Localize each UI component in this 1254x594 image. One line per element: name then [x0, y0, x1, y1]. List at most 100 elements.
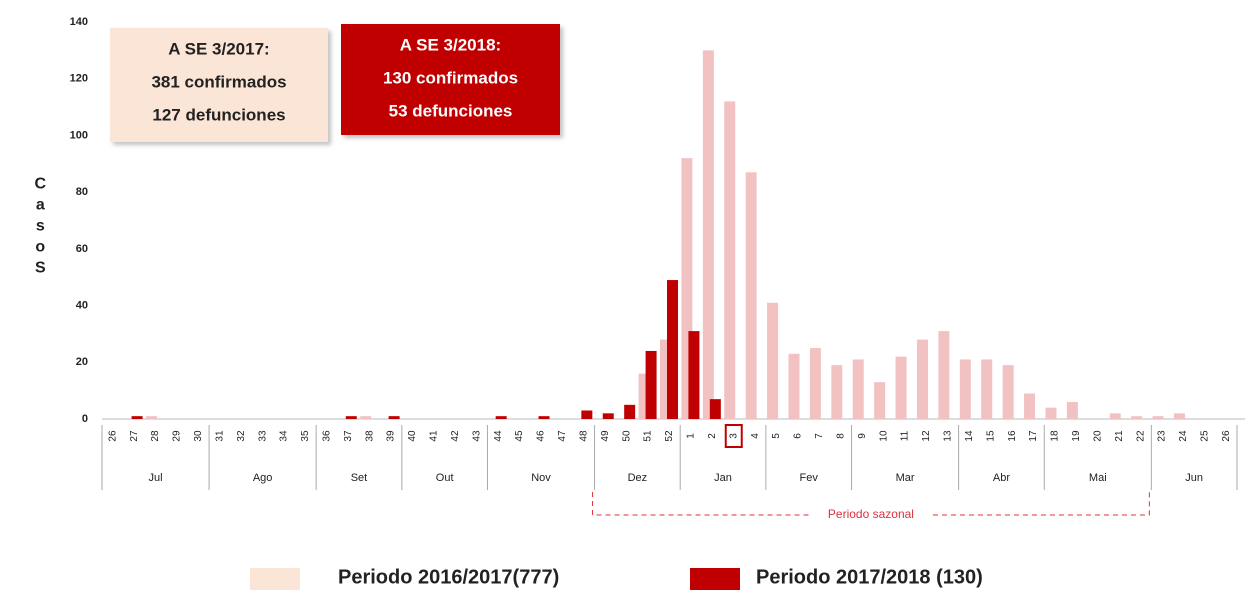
x-tick-label: 38 [364, 430, 375, 442]
x-tick-label: 40 [407, 430, 418, 442]
annotation-text: A SE 3/2018: [400, 35, 501, 54]
x-tick-label: 6 [793, 433, 804, 439]
x-tick-label: 18 [1050, 430, 1061, 442]
bar [1173, 413, 1185, 419]
bar [538, 416, 550, 419]
month-label: Abr [993, 472, 1010, 484]
x-tick-label: 19 [1071, 430, 1082, 442]
x-tick-label: 52 [664, 430, 675, 442]
x-tick-label: 9 [857, 433, 868, 439]
bar [938, 331, 950, 419]
bar [745, 172, 757, 419]
annotation-text: 127 defunciones [152, 105, 285, 124]
bar [809, 348, 821, 419]
legend-swatch [250, 568, 300, 590]
x-tick-label: 20 [1092, 430, 1103, 442]
x-tick-label: 28 [150, 430, 161, 442]
annotation-box [341, 24, 560, 135]
annotation-text: A SE 3/2017: [168, 39, 269, 58]
x-tick-label: 37 [343, 430, 354, 442]
bar [1131, 416, 1143, 419]
bar [688, 331, 700, 419]
x-tick-label: 22 [1135, 430, 1146, 442]
annotation-text: 381 confirmados [151, 72, 286, 91]
x-tick-label: 36 [321, 430, 332, 442]
y-tick-label: 80 [76, 186, 88, 198]
x-tick-label: 47 [557, 430, 568, 442]
seasonal-label: Periodo sazonal [828, 507, 914, 521]
legend-swatch [690, 568, 740, 590]
annotation-text: 130 confirmados [383, 68, 518, 87]
highlight-box [724, 424, 743, 448]
month-label: Dez [628, 472, 648, 484]
y-tick-label: 120 [70, 73, 88, 85]
bar [767, 302, 779, 419]
bar [131, 416, 143, 419]
x-tick-label: 51 [643, 430, 654, 442]
x-tick-label: 15 [985, 430, 996, 442]
bar [345, 416, 357, 419]
month-label: Jun [1185, 472, 1203, 484]
legend-label: Periodo 2017/2018 (130) [756, 566, 983, 588]
x-tick-label: 39 [386, 430, 397, 442]
x-tick-label: 26 [107, 430, 118, 442]
x-tick-label: 34 [279, 430, 290, 442]
x-tick-label: 50 [621, 430, 632, 442]
y-tick-label: 0 [82, 413, 88, 425]
bar [360, 416, 372, 419]
annotation-box [110, 28, 328, 142]
x-tick-label: 1 [686, 433, 697, 439]
x-tick-label: 21 [1114, 430, 1125, 442]
x-tick-label: 43 [471, 430, 482, 442]
y-axis-label: CasoS [32, 176, 49, 281]
bar [1045, 407, 1057, 419]
legend-label: Periodo 2016/2017(777) [338, 566, 559, 588]
bar [1109, 413, 1121, 419]
month-label: Nov [531, 472, 551, 484]
bar [895, 356, 907, 419]
x-tick-label: 41 [429, 430, 440, 442]
x-tick-label: 30 [193, 430, 204, 442]
x-tick-label: 16 [1007, 430, 1018, 442]
x-tick-label: 17 [1028, 430, 1039, 442]
x-tick-label: 31 [214, 430, 225, 442]
bar [852, 359, 864, 419]
x-tick-label: 10 [878, 430, 889, 442]
x-tick-label: 29 [172, 430, 183, 442]
bar [602, 413, 614, 419]
bar [981, 359, 993, 419]
bar [831, 365, 843, 419]
y-tick-label: 140 [70, 16, 88, 28]
bar [660, 339, 671, 419]
bar [495, 416, 507, 419]
x-tick-label: 7 [814, 433, 825, 439]
x-tick-label: 2 [707, 433, 718, 439]
x-tick-label: 42 [450, 430, 461, 442]
bar [959, 359, 971, 419]
bar [1066, 401, 1078, 419]
bar [1024, 393, 1036, 419]
x-tick-label: 32 [236, 430, 247, 442]
bar [788, 353, 800, 419]
bar [709, 399, 721, 419]
month-label: Jul [149, 472, 163, 484]
month-label: Jan [714, 472, 732, 484]
x-tick-label: 48 [578, 430, 589, 442]
x-tick-label: 14 [964, 430, 975, 442]
x-tick-label: 13 [943, 430, 954, 442]
x-tick-label: 25 [1200, 430, 1211, 442]
y-tick-label: 100 [70, 129, 88, 141]
x-tick-label: 23 [1157, 430, 1168, 442]
bar [702, 50, 714, 419]
month-label: Out [436, 472, 454, 484]
seasonal-bracket [592, 492, 1150, 516]
bar [638, 373, 650, 419]
bar [681, 158, 693, 419]
bar [1002, 365, 1014, 419]
bar [624, 404, 636, 419]
bar [146, 416, 158, 419]
bar [874, 382, 886, 419]
x-tick-label: 8 [835, 433, 846, 439]
x-tick-label: 45 [514, 430, 525, 442]
